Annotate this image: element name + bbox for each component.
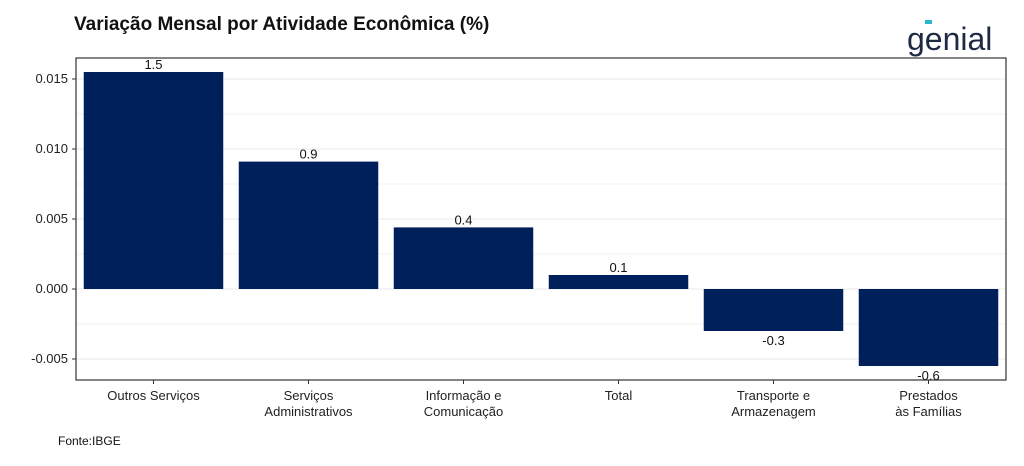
data-label: 0.9 — [299, 147, 317, 162]
y-tick-label: 0.000 — [35, 281, 68, 296]
source-note: Fonte:IBGE — [58, 434, 121, 448]
data-label: 0.1 — [609, 260, 627, 275]
chart-title: Variação Mensal por Atividade Econômica … — [74, 14, 490, 35]
logo-accent-mark — [925, 20, 932, 24]
x-tick-label-line: Administrativos — [264, 404, 353, 419]
bar — [83, 72, 224, 289]
bar — [858, 289, 999, 366]
y-tick-label: -0.005 — [31, 351, 68, 366]
x-tick-label: Prestados às Famílias — [895, 388, 962, 419]
plot-border — [75, 57, 1007, 381]
bar — [393, 227, 534, 289]
x-tick-label-line: Serviços — [284, 388, 334, 403]
genial-logo: genial — [907, 20, 992, 57]
x-tick-label: Serviços Administrativos — [264, 388, 353, 419]
x-tick-label-line: Transporte e — [737, 388, 810, 403]
bar — [703, 289, 844, 331]
x-tick-label: Transporte e Armazenagem — [731, 388, 816, 419]
bar — [238, 161, 379, 289]
data-label: -0.6 — [917, 368, 939, 383]
x-tick-label-line: Armazenagem — [731, 404, 816, 419]
x-tick-label-line: Outros Serviços — [107, 388, 200, 403]
x-tick-label: Informação e Comunicação — [424, 388, 504, 419]
data-label: 1.5 — [144, 57, 162, 72]
data-label: -0.3 — [762, 333, 784, 348]
x-tick-label: Outros Serviços — [107, 388, 200, 403]
y-tick-label: 0.005 — [35, 211, 68, 226]
x-tick-label-line: Comunicação — [424, 404, 504, 419]
x-tick-label-line: Informação e — [426, 388, 502, 403]
x-tick-label-line: às Famílias — [895, 404, 962, 419]
x-tick-label-line: Prestados — [899, 388, 958, 403]
x-tick-label: Total — [605, 388, 633, 403]
logo-wordmark: genial — [907, 21, 992, 57]
y-tick-label: 0.015 — [35, 71, 68, 86]
y-tick-label: 0.010 — [35, 141, 68, 156]
bar — [548, 275, 689, 289]
x-tick-label-line: Total — [605, 388, 633, 403]
data-label: 0.4 — [454, 212, 472, 227]
